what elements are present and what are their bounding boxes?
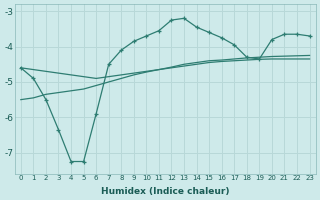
X-axis label: Humidex (Indice chaleur): Humidex (Indice chaleur) bbox=[101, 187, 229, 196]
